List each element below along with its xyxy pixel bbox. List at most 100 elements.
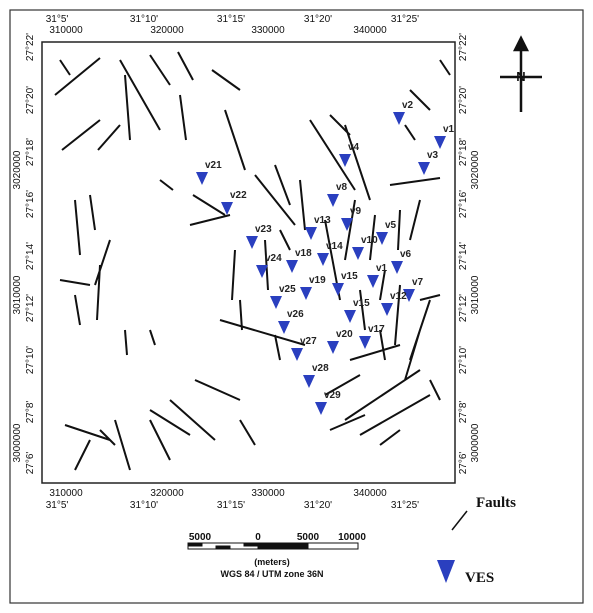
scale-bar — [187, 542, 359, 550]
axis-label: 27°16' — [25, 190, 36, 218]
ves-point — [344, 310, 356, 323]
axis-label: 27°20' — [458, 86, 469, 114]
projection: WGS 84 / UTM zone 36N — [220, 569, 323, 579]
ves-label: v22 — [230, 190, 247, 201]
axis-label: 3000000 — [470, 423, 481, 462]
ves-point — [256, 265, 268, 278]
ves-label: v27 — [300, 336, 317, 347]
axis-labels: 31°5' 31°10' 31°15' 31°20' 31°25' 310000 32000… — [12, 14, 481, 511]
axis-label: 27°10' — [25, 346, 36, 374]
ves-label: v15 — [341, 271, 358, 282]
ves-label: v1 — [376, 263, 388, 274]
legend-faults: Faults — [476, 495, 516, 511]
legend-fault-symbol — [451, 510, 468, 531]
ves-point — [391, 261, 403, 274]
ves-point — [403, 289, 415, 302]
ves-label: v13 — [314, 215, 331, 226]
axis-label: 27°6' — [25, 452, 36, 475]
ves-point — [327, 194, 339, 207]
ves-point — [341, 218, 353, 231]
north-arrow — [500, 35, 542, 112]
axis-label: 31°10' — [130, 500, 158, 511]
ves-label: v25 — [279, 284, 296, 295]
ves-label: v3 — [427, 150, 439, 161]
axis-label: 340000 — [353, 25, 387, 36]
ves-label: v28 — [312, 363, 329, 374]
axis-label: 31°5' — [46, 14, 69, 25]
axis-label: 31°10' — [130, 14, 158, 25]
legend-ves-symbol — [437, 560, 455, 583]
ves-label: v18 — [295, 248, 312, 259]
ves-label: v6 — [400, 249, 412, 260]
ves-label: v21 — [205, 160, 222, 171]
ves-point — [376, 232, 388, 245]
ves-label: v17 — [368, 324, 385, 335]
axis-label: 27°14' — [458, 242, 469, 270]
axis-label: 31°15' — [217, 14, 245, 25]
ves-point — [327, 341, 339, 354]
ves-point — [393, 112, 405, 125]
north-label: N — [516, 69, 525, 84]
axis-label: 27°12' — [458, 294, 469, 322]
ves-label: v9 — [350, 206, 362, 217]
axis-label: 320000 — [150, 488, 184, 499]
axis-label: 27°20' — [25, 86, 36, 114]
ves-label: v4 — [348, 142, 360, 153]
scale-label: 5000 — [297, 532, 320, 543]
axis-label: 31°25' — [391, 500, 419, 511]
axis-label: 27°8' — [25, 401, 36, 424]
faults — [54, 51, 451, 471]
axis-label: 27°6' — [458, 452, 469, 475]
ves-label: v12 — [390, 291, 407, 302]
axis-label: 31°25' — [391, 14, 419, 25]
map-frame — [41, 41, 456, 484]
ves-point — [286, 260, 298, 273]
ves-point — [339, 154, 351, 167]
axis-label: 31°20' — [304, 500, 332, 511]
ves-label: v1 — [443, 124, 455, 135]
axis-label: 27°18' — [458, 138, 469, 166]
ves-label: v10 — [361, 235, 378, 246]
axis-label: 3020000 — [12, 150, 23, 189]
ves-label: v5 — [385, 220, 397, 231]
axis-label: 31°5' — [46, 500, 69, 511]
ves-point — [246, 236, 258, 249]
ves-point — [221, 202, 233, 215]
axis-label: 3010000 — [470, 275, 481, 314]
ves-point — [278, 321, 290, 334]
ves-label: v14 — [326, 241, 343, 252]
scale-label: 5000 — [189, 532, 212, 543]
ves-point — [359, 336, 371, 349]
axis-label: 330000 — [251, 488, 285, 499]
axis-label: 27°12' — [25, 294, 36, 322]
axis-label: 27°18' — [25, 138, 36, 166]
ves-label: v24 — [265, 253, 282, 264]
axis-label: 330000 — [251, 25, 285, 36]
ves-label: v29 — [324, 390, 341, 401]
ves-label: v2 — [402, 100, 414, 111]
axis-label: 310000 — [49, 25, 83, 36]
axis-label: 27°22' — [25, 33, 36, 61]
ves-label: v20 — [336, 329, 353, 340]
ves-label: v19 — [309, 275, 326, 286]
scale-label: 0 — [255, 532, 261, 543]
ves-point — [315, 402, 327, 415]
ves-point — [434, 136, 446, 149]
ves-point — [332, 283, 344, 296]
ves-point — [381, 303, 393, 316]
ves-point — [418, 162, 430, 175]
legend-ves: VES — [465, 570, 494, 586]
scale-label: 10000 — [338, 532, 366, 543]
ves-label: v26 — [287, 309, 304, 320]
ves-point — [270, 296, 282, 309]
ves-label: v8 — [336, 182, 348, 193]
ves-point — [196, 172, 208, 185]
axis-label: 340000 — [353, 488, 387, 499]
ves-label: v23 — [255, 224, 272, 235]
ves-label: v15 — [353, 298, 370, 309]
ves-point — [367, 275, 379, 288]
axis-label: 3000000 — [12, 423, 23, 462]
ves-point — [291, 348, 303, 361]
axis-label: 31°20' — [304, 14, 332, 25]
